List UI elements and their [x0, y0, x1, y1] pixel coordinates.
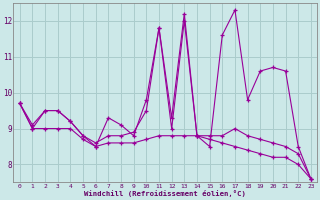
X-axis label: Windchill (Refroidissement éolien,°C): Windchill (Refroidissement éolien,°C): [84, 190, 246, 197]
